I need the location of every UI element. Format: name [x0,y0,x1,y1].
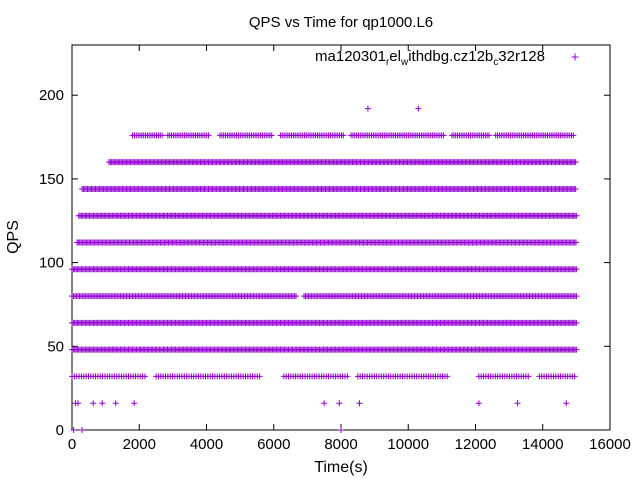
x-axis-title: Time(s) [314,459,368,476]
data-point [336,400,343,407]
data-point [70,427,77,433]
data-point [570,132,577,139]
data-point [344,373,351,380]
data-point [338,427,344,433]
y-tick-label: 100 [39,255,64,272]
data-point [514,400,521,407]
legend-label: ma120301relwithdbg.cz12bc32r128 [315,48,545,68]
x-tick-label: 10000 [387,436,429,453]
x-tick-label: 6000 [257,436,290,453]
data-point [321,400,328,407]
data-point [364,105,371,112]
data-point [572,159,579,166]
x-tick-label: 8000 [324,436,357,453]
data-point [340,132,347,139]
legend-text-part: 32r128 [498,48,545,65]
data-point [573,212,580,219]
x-tick-label: 2000 [123,436,156,453]
legend-marker-symbol [571,53,579,61]
y-axis-title: QPS [5,220,22,254]
data-point [268,132,275,139]
data-point [475,400,482,407]
x-tick-label: 16000 [589,436,631,453]
tick-labels: 0 2000 4000 6000 8000 10000 12000 14000 16000 0 50… [39,87,631,453]
legend: ma120301relwithdbg.cz12bc32r128 [315,48,579,68]
data-point [99,400,106,407]
legend-text-part: ithdbg.cz12b [408,48,493,65]
y-tick-label: 200 [39,87,64,104]
data-point [444,373,451,380]
plot-frame [71,44,611,431]
x-tick-label: 0 [68,436,76,453]
data-point [525,373,532,380]
data-point [75,400,82,407]
x-tick-label: 4000 [190,436,223,453]
data-point [256,373,263,380]
data-point [573,346,580,353]
data-points [69,105,580,433]
chart-title: QPS vs Time for qp1000.L6 [249,14,433,31]
x-tick-label: 14000 [522,436,564,453]
data-point [573,293,580,300]
data-point [440,132,447,139]
axis-ticks [71,45,611,431]
data-point [141,373,148,380]
data-point [159,132,166,139]
data-point [90,400,97,407]
data-point [205,132,212,139]
y-tick-label: 0 [56,422,64,439]
data-point [485,132,492,139]
data-point [573,239,580,246]
legend-text-part: w [400,57,409,68]
legend-text-part: ma120301 [315,48,386,65]
data-point [563,400,570,407]
data-point [112,400,119,407]
legend-marker [571,53,579,61]
data-point [573,266,580,273]
data-point [292,293,299,300]
legend-text-part: c [493,57,498,68]
data-point [356,400,363,407]
data-point [571,373,578,380]
x-tick-label: 12000 [455,436,497,453]
data-point [415,105,422,112]
data-point [79,427,86,433]
y-tick-label: 50 [47,338,64,355]
y-tick-label: 150 [39,171,64,188]
data-point [573,319,580,326]
legend-text-part: r [386,57,390,68]
data-point [131,400,138,407]
legend-text-part: el [389,48,401,65]
data-point [572,185,579,192]
